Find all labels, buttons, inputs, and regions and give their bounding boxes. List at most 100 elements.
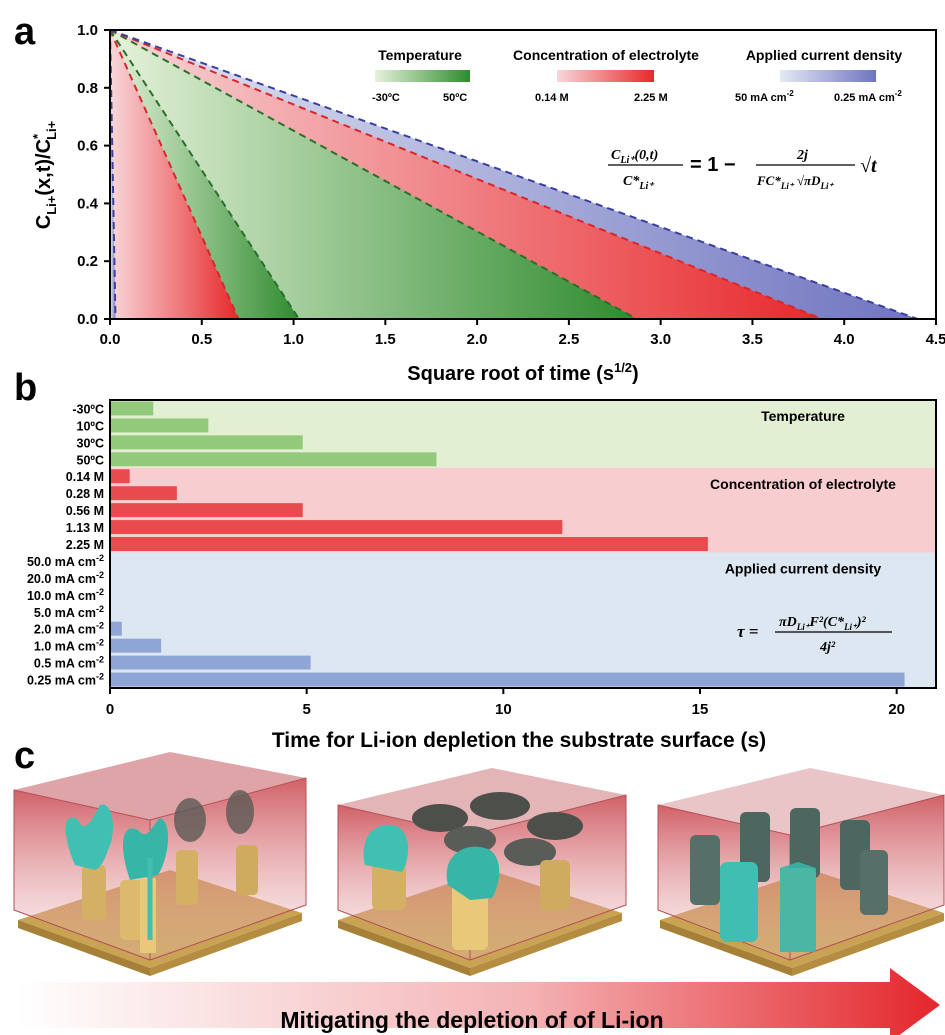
arrow-caption: Mitigating the depletion of of Li-ion (280, 1007, 663, 1033)
category-label-current: 0.5 mA cm-2 (34, 655, 104, 671)
panel-a-y-axis-label: CLi+(x,t)/C*Li+ (30, 120, 59, 229)
illustration-mossy-deposition (337, 768, 627, 976)
panel-a-letter: a (14, 11, 36, 53)
panel-b-group-titles: Temperature Concentration of electrolyte A… (710, 408, 896, 576)
category-label-temperature: -30ºC (72, 402, 104, 416)
category-label-concentration: 0.14 M (66, 470, 104, 484)
bar-concentration-4 (110, 537, 708, 551)
legend-current-title: Applied current density (746, 47, 903, 63)
legend-current-colorbar (780, 70, 876, 82)
category-label-current: 1.0 mA cm-2 (34, 638, 104, 654)
category-label-temperature: 50ºC (77, 453, 105, 467)
panel-a: a 0.0 0.5 1.0 1.5 2.0 2.5 3.0 3.5 4.0 4.5 0.0 0.2 0… (14, 11, 945, 385)
x-tick-label: 3.5 (742, 331, 763, 348)
line-concentration-1 (109, 29, 240, 320)
bar-current-7 (110, 672, 905, 687)
panel-a-plot-frame (109, 29, 937, 320)
legend-temperature-high: 50ºC (443, 92, 467, 104)
svg-text:√t: √t (860, 155, 878, 177)
panel-a-x-ticks: 0.0 0.5 1.0 1.5 2.0 2.5 3.0 3.5 4.0 4.5 (100, 319, 945, 348)
category-label-current: 5.0 mA cm-2 (34, 604, 104, 620)
x-tick-label: 3.0 (650, 331, 671, 348)
x-tick-label: 4.0 (834, 331, 855, 348)
legend-temperature-low: -30ºC (372, 92, 400, 104)
legend-concentration-high: 2.25 M (634, 92, 668, 104)
x-tick-label: 1.5 (375, 331, 396, 348)
category-label-concentration: 2.25 M (66, 538, 104, 552)
category-label-current: 0.25 mA cm-2 (27, 672, 104, 688)
legend-concentration-colorbar (557, 70, 654, 82)
panel-b-plot-frame (109, 399, 937, 689)
category-label-current: 2.0 mA cm-2 (34, 621, 104, 637)
panel-c: c (13, 735, 945, 1035)
panel-a-y-ticks: 0.0 0.2 0.4 0.6 0.8 1.0 (77, 22, 110, 328)
legend-temperature-colorbar (375, 70, 470, 82)
progress-arrow (18, 968, 940, 1035)
y-tick-label: 0.0 (77, 311, 98, 328)
panel-b-category-labels: -30ºC 10ºC 30ºC 50ºC 0.14 M 0.28 M 0.56 M 1.13 … (27, 402, 104, 687)
x-tick-label: 0.5 (191, 331, 212, 348)
x-tick-label: 2.5 (558, 331, 579, 348)
svg-text:= 1 −: = 1 − (690, 154, 736, 176)
bar-current-4 (110, 621, 122, 636)
group-title-temperature: Temperature (761, 408, 845, 424)
svg-text:FC*Li⁺ √πDLi⁺: FC*Li⁺ √πDLi⁺ (756, 173, 834, 191)
category-label-current: 20.0 mA cm-2 (27, 570, 104, 586)
category-label-concentration: 0.56 M (66, 504, 104, 518)
y-tick-label: 0.4 (77, 195, 99, 212)
x-tick-label: 5 (302, 701, 310, 718)
svg-text:CLi⁺(0,t): CLi⁺(0,t) (611, 148, 658, 166)
bar-current-6 (110, 655, 311, 670)
line-temperature-3 (109, 29, 638, 320)
panel-b-x-axis-label: Time for Li-ion depletion the substrate … (272, 729, 766, 752)
line-current-5 (109, 29, 918, 320)
x-tick-label: 2.0 (467, 331, 488, 348)
svg-text:2j: 2j (796, 148, 808, 163)
x-tick-label: 20 (888, 701, 905, 718)
y-tick-label: 1.0 (77, 22, 98, 39)
legend-current-low: 50 mA cm-2 (735, 89, 794, 104)
panel-b-x-ticks: 0 5 10 15 20 (106, 688, 905, 718)
x-tick-label: 15 (692, 701, 709, 718)
y-tick-label: 0.8 (77, 80, 98, 97)
group-title-concentration: Concentration of electrolyte (710, 476, 896, 492)
category-label-temperature: 30ºC (77, 436, 105, 450)
panel-b: b -30ºC 10ºC 30ºC 50ºC 0.14 M 0.28 M 0.56 M 1.1… (14, 367, 937, 752)
panel-b-letter: b (14, 367, 37, 409)
category-label-current: 10.0 mA cm-2 (27, 587, 104, 603)
bar-concentration-2 (110, 503, 303, 518)
legend-temperature-title: Temperature (378, 47, 462, 63)
bar-temperature-1 (110, 418, 209, 433)
line-temperature-2 (109, 29, 300, 320)
legend-concentration: Concentration of electrolyte 0.14 M 2.25… (513, 47, 699, 104)
category-label-current: 50.0 mA cm-2 (27, 553, 104, 569)
equation-concentration: CLi⁺(0,t) C*Li⁺ = 1 − 2j FC*Li⁺ √πDLi⁺ √… (608, 148, 878, 192)
y-tick-label: 0.2 (77, 253, 98, 270)
svg-text:4j²: 4j² (819, 640, 836, 655)
panel-c-letter: c (14, 735, 35, 777)
svg-text:πDLi⁺F²(C*Li⁺)²: πDLi⁺F²(C*Li⁺)² (779, 615, 866, 632)
illustration-dendritic-deposition (13, 752, 307, 976)
panel-a-x-axis-label: Square root of time (s1/2) (407, 360, 638, 385)
legend-current: Applied current density 50 mA cm-2 0.25 … (735, 47, 902, 104)
bar-concentration-0 (110, 469, 130, 484)
illustration-dense-deposition (657, 768, 945, 976)
bar-current-5 (110, 638, 162, 653)
group-title-current: Applied current density (725, 560, 882, 576)
x-tick-label: 0.0 (100, 331, 121, 348)
svg-text:C*Li⁺: C*Li⁺ (623, 174, 655, 192)
category-label-concentration: 0.28 M (66, 487, 104, 501)
bar-concentration-3 (110, 520, 563, 535)
x-tick-label: 10 (495, 701, 512, 718)
legend-current-high: 0.25 mA cm-2 (834, 89, 902, 104)
x-tick-label: 4.5 (926, 331, 945, 348)
svg-text:τ =: τ = (737, 622, 758, 641)
bar-temperature-2 (110, 435, 303, 450)
category-label-concentration: 1.13 M (66, 521, 104, 535)
x-tick-label: 0 (106, 701, 114, 718)
legend-temperature: Temperature -30ºC 50ºC (372, 47, 470, 104)
line-concentration-4 (109, 29, 823, 320)
bar-concentration-1 (110, 486, 177, 501)
bar-temperature-3 (110, 452, 437, 467)
